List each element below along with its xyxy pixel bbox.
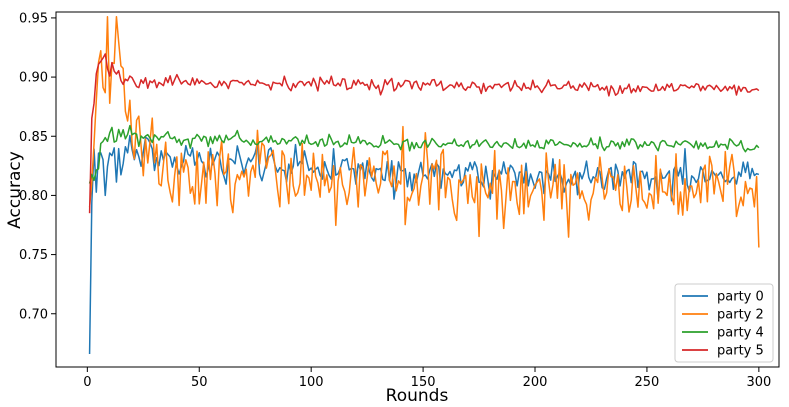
legend: party 0 party 2 party 4 party 5	[674, 283, 774, 363]
x-tick-label: 0	[83, 375, 91, 390]
y-tick-label: 0.95	[19, 11, 48, 26]
y-tick-label: 0.75	[19, 248, 48, 263]
legend-label: party 4	[717, 326, 764, 341]
x-tick-label: 100	[299, 375, 324, 390]
y-tick-label: 0.70	[19, 307, 48, 322]
x-tick-label: 150	[411, 375, 436, 390]
series-line-party-4	[88, 124, 760, 184]
series-layer	[88, 15, 760, 354]
x-tick-label: 200	[523, 375, 548, 390]
series-line-party-5	[88, 53, 760, 214]
y-tick-label: 0.90	[19, 71, 48, 86]
x-axis: 0 50 100 150 200 250 300	[83, 367, 771, 390]
y-axis-title: Accuracy	[5, 151, 25, 229]
x-tick-label: 300	[746, 375, 771, 390]
x-tick-label: 50	[191, 375, 208, 390]
y-tick-label: 0.85	[19, 130, 48, 145]
plot-area-frame	[55, 11, 780, 368]
legend-box	[674, 283, 774, 363]
legend-label: party 2	[717, 308, 764, 323]
series-line-party-2	[88, 15, 760, 248]
series-line-party-0	[88, 134, 760, 354]
y-axis: 0.70 0.75 0.80 0.85 0.90 0.95	[19, 11, 56, 322]
legend-label: party 0	[717, 290, 764, 305]
x-axis-title: Rounds	[386, 386, 449, 406]
x-tick-label: 250	[635, 375, 660, 390]
y-tick-label: 0.80	[19, 189, 48, 204]
legend-label: party 5	[717, 344, 764, 359]
